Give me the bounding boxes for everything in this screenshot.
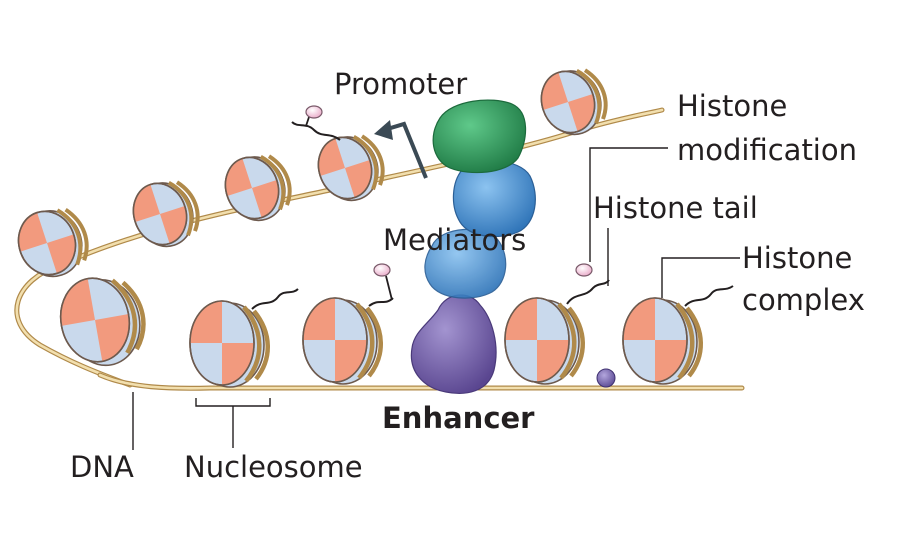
histone-complex-label: complex bbox=[742, 283, 865, 317]
nucleosome bbox=[189, 288, 299, 388]
nucleosome-label: Nucleosome bbox=[184, 450, 363, 484]
histone-modification-mark bbox=[575, 263, 593, 277]
dna-label: DNA bbox=[70, 450, 134, 484]
histone-modification-mark bbox=[373, 263, 391, 277]
histone-modification-mark bbox=[305, 105, 323, 119]
enhancer-label: Enhancer bbox=[382, 401, 535, 435]
dna-binding-protein bbox=[596, 368, 616, 388]
histone-complex-label: Histone bbox=[742, 241, 852, 275]
histone-modification-label: modification bbox=[677, 133, 857, 167]
mediators-label: Mediators bbox=[383, 223, 526, 257]
nucleosome bbox=[132, 180, 200, 248]
promoter-label: Promoter bbox=[334, 67, 467, 101]
nucleosome bbox=[59, 277, 146, 367]
nucleosome bbox=[504, 279, 610, 385]
nucleosome bbox=[17, 207, 89, 278]
nucleosome bbox=[317, 134, 385, 202]
promoter-protein bbox=[432, 99, 527, 174]
nucleosome bbox=[302, 297, 394, 385]
histone-tail-label: Histone tail bbox=[593, 191, 758, 225]
promoter-arrow-icon bbox=[374, 120, 428, 179]
nucleosome bbox=[622, 285, 734, 385]
nucleosome bbox=[224, 154, 292, 222]
leader-lines bbox=[132, 147, 740, 450]
nucleosome bbox=[540, 68, 608, 136]
histone-modification-label: Histone bbox=[677, 89, 787, 123]
enhancer-protein bbox=[410, 294, 497, 394]
